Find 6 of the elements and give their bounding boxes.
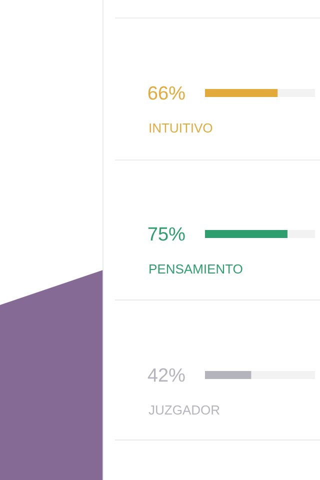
y-tick-label: INTUITIVO [150,123,212,133]
y-tick-label: PENSAMIENTO [150,264,242,274]
data-label: 42% [148,368,185,382]
data-label: 75% [148,227,185,241]
y-tick-label: JUZGADOR [148,405,220,415]
data-label: 66% [148,86,185,100]
